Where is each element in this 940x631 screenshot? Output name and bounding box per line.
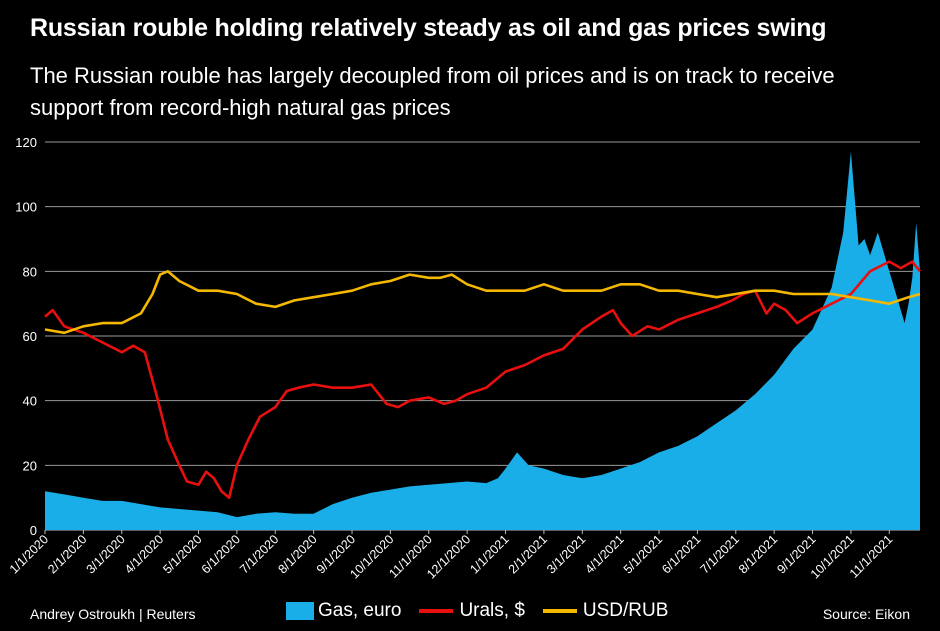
series-line-urals xyxy=(44,260,922,500)
credit-text: Andrey Ostroukh | Reuters xyxy=(30,606,196,622)
legend-label-urals: Urals, $ xyxy=(459,600,525,621)
x-tick-label-5-1-2021: 5/1/2021 xyxy=(621,532,665,576)
y-tick-label-40: 40 xyxy=(23,394,37,409)
legend-item-urals[interactable]: Urals, $ xyxy=(419,600,525,622)
x-tick-label-6-1-2021: 6/1/2021 xyxy=(659,532,703,576)
x-tick-label-3-1-2020: 3/1/2020 xyxy=(84,532,128,576)
x-tick-label-6-1-2020: 6/1/2020 xyxy=(199,532,243,576)
x-tick-label-4-1-2020: 4/1/2020 xyxy=(122,532,166,576)
series-layer xyxy=(44,151,922,530)
chart-title: Russian rouble holding relatively steady… xyxy=(30,14,827,42)
legend-swatch-urals xyxy=(419,609,454,613)
x-tick-label-7-1-2021: 7/1/2021 xyxy=(698,532,742,576)
chart-subtitle: The Russian rouble has largely decoupled… xyxy=(30,63,835,120)
source-text: Source: Eikon xyxy=(822,606,910,622)
x-tick-label-8-1-2021: 8/1/2021 xyxy=(736,532,780,576)
x-tick-label-1-1-2020: 1/1/2020 xyxy=(7,532,51,576)
y-tick-label-60: 60 xyxy=(23,329,37,344)
x-tick-label-3-1-2021: 3/1/2021 xyxy=(544,532,588,576)
legend-item-usdrub[interactable]: USD/RUB xyxy=(542,600,669,622)
x-axis: 1/1/20202/1/20203/1/20204/1/20205/1/2020… xyxy=(7,530,895,581)
x-tick-label-1-1-2021: 1/1/2021 xyxy=(467,532,511,576)
x-tick-label-4-1-2021: 4/1/2021 xyxy=(582,532,626,576)
legend-swatch-usdrub xyxy=(542,609,577,613)
x-tick-label-2-1-2021: 2/1/2021 xyxy=(506,532,550,576)
x-tick-label-2-1-2020: 2/1/2020 xyxy=(45,532,89,576)
legend-label-gas: Gas, euro xyxy=(318,600,402,621)
legend-item-gas[interactable]: Gas, euro xyxy=(286,600,401,622)
legend-swatch-gas xyxy=(286,602,314,620)
x-tick-label-8-1-2020: 8/1/2020 xyxy=(275,532,319,576)
legend-label-usdrub: USD/RUB xyxy=(582,600,669,621)
y-tick-label-120: 120 xyxy=(15,135,37,150)
series-line-usdrub xyxy=(44,269,921,335)
y-tick-label-80: 80 xyxy=(23,264,37,279)
y-tick-label-20: 20 xyxy=(23,458,37,473)
legend: Gas, euro Urals, $ USD/RUB xyxy=(286,600,686,622)
y-tick-label-0: 0 xyxy=(30,523,37,538)
y-axis: 0 20 40 60 80 100 120 xyxy=(15,135,37,538)
x-tick-label-5-1-2020: 5/1/2020 xyxy=(160,532,204,576)
y-tick-label-100: 100 xyxy=(15,200,37,215)
x-tick-label-7-1-2020: 7/1/2020 xyxy=(237,532,281,576)
series-area-gas xyxy=(45,151,920,530)
